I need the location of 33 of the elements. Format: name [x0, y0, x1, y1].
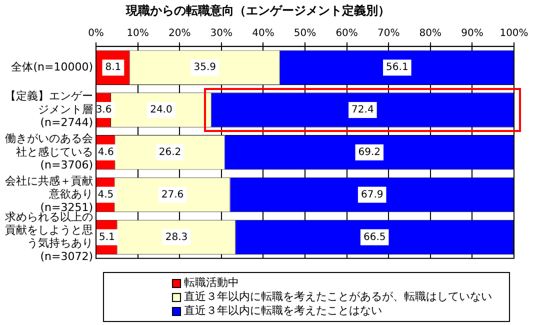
text: 26.2	[158, 146, 182, 158]
x-tick-label: 70%	[377, 28, 400, 39]
x-tick-label: 50%	[294, 28, 316, 39]
text: 69.2	[358, 146, 381, 158]
text: 4.6	[98, 146, 114, 158]
x-tick-label: 40%	[252, 28, 274, 39]
text: 56.1	[386, 62, 408, 74]
text: 8.1	[105, 62, 122, 74]
text: 4.5	[98, 189, 114, 200]
text: 35.9	[194, 62, 216, 74]
text: 24.0	[150, 104, 172, 116]
text: 28.3	[165, 232, 188, 243]
x-tick-label: 90%	[461, 28, 484, 39]
x-tick-label: 30%	[210, 28, 233, 39]
legend-label: 転職活動中	[184, 276, 239, 290]
y-tick-label: 全体(n=10000)	[11, 60, 93, 74]
chart-title: 現職からの転職意向（エンゲージメント定義別）	[125, 3, 390, 18]
x-tick-label: 20%	[168, 28, 191, 39]
text: 67.9	[360, 189, 384, 200]
text: 72.4	[352, 104, 374, 116]
legend-label: 直近３年以内に転職を考えたことがあるが、転職はしていない	[184, 290, 492, 304]
y-tick-label: 【定義】エンゲージメント層(n=2744)	[5, 90, 93, 130]
x-tick-label: 10%	[126, 28, 149, 39]
text: 5.1	[98, 232, 115, 243]
x-tick-label: 60%	[336, 28, 358, 39]
x-tick-label: 0%	[88, 28, 104, 39]
legend-label: 直近３年以内に転職を考えたことはない	[184, 304, 382, 318]
x-tick-label: 80%	[419, 28, 442, 39]
text: 66.5	[363, 232, 386, 243]
text: 27.6	[161, 189, 184, 200]
x-tick-label: 100%	[500, 28, 528, 39]
y-tick-label: 働きがいのある会社と感じている(n=3706)	[5, 132, 93, 172]
text: 3.6	[96, 104, 112, 116]
